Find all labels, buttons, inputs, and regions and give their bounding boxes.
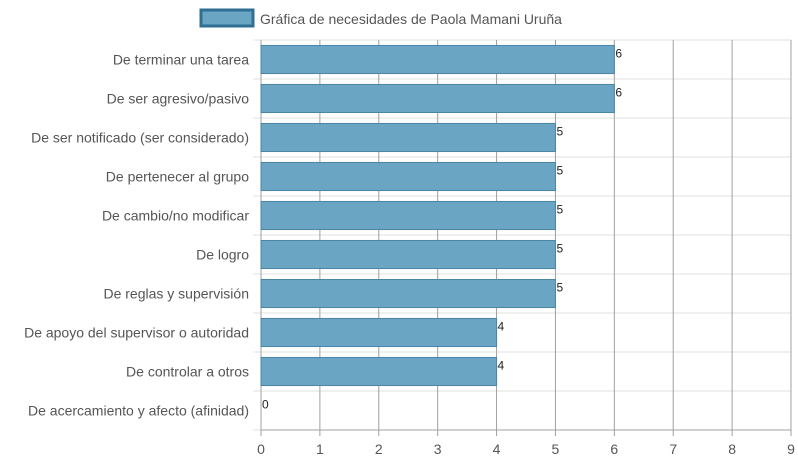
category-label: De reglas y supervisión: [103, 286, 249, 302]
x-tick-label: 4: [493, 441, 501, 457]
value-label: 6: [615, 86, 622, 100]
category-labels: De terminar una tarea De ser agresivo/pas…: [24, 52, 249, 419]
x-tick-label: 1: [316, 441, 324, 457]
x-tick-label: 3: [434, 441, 442, 457]
bar[interactable]: [260, 278, 556, 309]
bar[interactable]: [260, 122, 556, 153]
x-tick-label: 5: [552, 441, 560, 457]
x-axis-ticks: 0 1 2 3 4 5 6 7 8 9: [257, 441, 795, 457]
legend-label[interactable]: Gráfica de necesidades de Paola Mamani U…: [260, 11, 562, 27]
bar[interactable]: [260, 356, 498, 387]
category-label: De acercamiento y afecto (afinidad): [28, 403, 249, 419]
category-label: De pertenecer al grupo: [106, 169, 249, 185]
value-label: 0: [262, 398, 269, 412]
x-tick-label: 9: [787, 441, 795, 457]
value-label: 4: [498, 320, 505, 334]
value-labels: 6 6 5 5 5 5 5 4 4 0: [262, 47, 622, 412]
value-label: 4: [498, 359, 505, 373]
bar[interactable]: [260, 239, 556, 270]
category-label: De terminar una tarea: [113, 52, 249, 68]
bar[interactable]: [260, 83, 615, 114]
legend[interactable]: Gráfica de necesidades de Paola Mamani U…: [199, 8, 562, 28]
category-label: De ser agresivo/pasivo: [107, 91, 250, 107]
value-label: 5: [556, 125, 563, 139]
category-label: De logro: [196, 247, 249, 263]
bars: [260, 44, 615, 387]
x-tick-label: 2: [375, 441, 383, 457]
category-label: De controlar a otros: [126, 364, 249, 380]
value-label: 5: [556, 281, 563, 295]
bar[interactable]: [260, 161, 556, 192]
bar[interactable]: [260, 44, 615, 75]
x-tick-label: 0: [257, 441, 265, 457]
legend-swatch[interactable]: [199, 8, 255, 28]
value-label: 5: [556, 203, 563, 217]
bar[interactable]: [260, 317, 498, 348]
value-label: 5: [556, 164, 563, 178]
x-tick-label: 7: [669, 441, 677, 457]
value-label: 6: [615, 47, 622, 61]
x-tick-label: 6: [610, 441, 618, 457]
value-label: 5: [556, 242, 563, 256]
category-label: De ser notificado (ser considerado): [31, 130, 249, 146]
category-label: De apoyo del supervisor o autoridad: [24, 325, 249, 341]
category-label: De cambio/no modificar: [102, 208, 249, 224]
x-tick-label: 8: [728, 441, 736, 457]
bar[interactable]: [260, 200, 556, 231]
